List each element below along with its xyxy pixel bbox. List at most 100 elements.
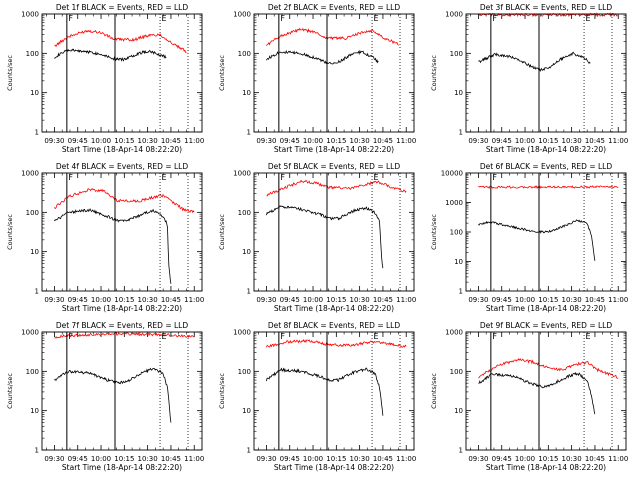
chart-title: Det 7f BLACK = Events, RED = LLD [56, 321, 189, 330]
x-tick-label: 10:45 [373, 296, 393, 304]
chart-title: Det 3f BLACK = Events, RED = LLD [480, 3, 613, 12]
y-tick-label: 1 [459, 447, 463, 455]
x-tick-label: 09:45 [492, 137, 512, 145]
x-tick-label: 09:45 [492, 455, 512, 463]
y-axis-label: Counts/sec [218, 373, 226, 409]
events-series-line [54, 208, 172, 284]
y-tick-label: 1000 [233, 11, 251, 19]
interval-marker-label: E [586, 14, 591, 23]
plot-frame [41, 331, 203, 451]
interval-marker-label: E [374, 14, 379, 23]
chart-panel-8: Det 8f BLACK = Events, RED = LLD Counts/s… [218, 321, 416, 472]
chart-panel-4: Det 4f BLACK = Events, RED = LLD Counts/s… [6, 162, 204, 313]
plot-frame [41, 13, 203, 133]
x-tick-label: 10:00 [303, 137, 323, 145]
x-tick-label: 11:00 [396, 137, 416, 145]
x-tick-label: 10:00 [515, 137, 535, 145]
interval-marker-label: E [162, 14, 167, 23]
y-tick-label: 1000 [21, 329, 39, 337]
chart-panel-1: Det 1f BLACK = Events, RED = LLD Counts/s… [6, 3, 204, 154]
x-tick-label: 10:30 [138, 137, 158, 145]
interval-marker-label: E [374, 173, 379, 182]
x-tick-label: 11:00 [608, 137, 628, 145]
x-tick-label: 10:15 [114, 455, 134, 463]
x-tick-label: 10:45 [161, 296, 181, 304]
y-tick-label: 100 [238, 50, 251, 58]
x-tick-label: 09:45 [492, 296, 512, 304]
x-tick-label: 10:30 [350, 296, 370, 304]
interval-marker-label: F [68, 14, 73, 23]
y-tick-label: 10 [242, 89, 251, 97]
events-series-line [478, 371, 596, 415]
x-tick-label: 09:45 [280, 455, 300, 463]
chart-panel-9: Det 9f BLACK = Events, RED = LLD Counts/s… [430, 321, 628, 472]
x-axis-label: Start Time (18-Apr-14 08:22:20) [62, 463, 182, 472]
interval-marker-label: E [162, 332, 167, 341]
plot-frame [465, 172, 627, 292]
y-tick-label: 10 [30, 407, 39, 415]
x-tick-label: 10:45 [373, 455, 393, 463]
x-tick-label: 09:30 [256, 296, 276, 304]
plot-frame [41, 172, 203, 292]
y-tick-label: 100 [26, 209, 39, 217]
chart-title: Det 9f BLACK = Events, RED = LLD [480, 321, 613, 330]
x-tick-label: 10:45 [585, 455, 605, 463]
x-tick-label: 10:15 [326, 137, 346, 145]
lld-series-line [478, 357, 619, 379]
x-tick-label: 09:45 [280, 296, 300, 304]
y-tick-label: 1000 [21, 170, 39, 178]
chart-panel-7: Det 7f BLACK = Events, RED = LLD Counts/s… [6, 321, 204, 472]
x-axis-label: Start Time (18-Apr-14 08:22:20) [62, 304, 182, 313]
x-tick-label: 09:30 [44, 455, 64, 463]
lld-series-line [266, 339, 407, 348]
y-tick-label: 1000 [445, 329, 463, 337]
x-tick-label: 10:00 [515, 455, 535, 463]
x-tick-label: 10:45 [373, 137, 393, 145]
x-tick-label: 11:00 [608, 296, 628, 304]
interval-marker-label: F [280, 14, 285, 23]
x-axis-label: Start Time (18-Apr-14 08:22:20) [486, 145, 606, 154]
x-tick-label: 09:45 [280, 137, 300, 145]
y-tick-label: 1 [459, 129, 463, 137]
y-tick-label: 1 [35, 447, 39, 455]
x-tick-label: 10:45 [161, 137, 181, 145]
x-tick-label: 09:30 [44, 296, 64, 304]
plot-frame [465, 13, 627, 133]
chart-title: Det 1f BLACK = Events, RED = LLD [56, 3, 189, 12]
lld-series-line [478, 185, 619, 190]
x-tick-label: 10:15 [326, 296, 346, 304]
y-tick-label: 1 [247, 288, 251, 296]
x-tick-label: 11:00 [396, 296, 416, 304]
x-tick-label: 10:00 [91, 455, 111, 463]
interval-marker-label: F [280, 173, 285, 182]
y-tick-label: 1 [247, 129, 251, 137]
x-tick-label: 10:30 [138, 296, 158, 304]
x-tick-label: 10:30 [562, 455, 582, 463]
x-tick-label: 09:30 [468, 137, 488, 145]
x-tick-label: 09:45 [68, 137, 88, 145]
interval-marker-label: E [586, 173, 591, 182]
y-tick-label: 100 [450, 368, 463, 376]
events-series-line [54, 48, 167, 62]
interval-marker-label: F [492, 14, 497, 23]
y-tick-label: 1 [35, 129, 39, 137]
y-tick-label: 10 [30, 248, 39, 256]
x-tick-label: 11:00 [184, 137, 204, 145]
plot-frame [253, 13, 415, 133]
x-tick-label: 09:45 [68, 296, 88, 304]
x-tick-label: 10:15 [114, 296, 134, 304]
interval-marker-label: F [68, 173, 73, 182]
y-tick-label: 100 [450, 50, 463, 58]
events-series-line [266, 205, 384, 269]
interval-marker-label: F [492, 173, 497, 182]
interval-marker-label: F [68, 332, 73, 341]
x-tick-label: 10:00 [91, 137, 111, 145]
x-tick-label: 11:00 [396, 455, 416, 463]
chart-title: Det 2f BLACK = Events, RED = LLD [268, 3, 401, 12]
chart-panel-3: Det 3f BLACK = Events, RED = LLD Counts/s… [430, 3, 628, 154]
y-tick-label: 1000 [233, 329, 251, 337]
x-tick-label: 10:00 [303, 455, 323, 463]
y-axis-label: Counts/sec [218, 55, 226, 91]
lld-series-line [54, 331, 195, 339]
